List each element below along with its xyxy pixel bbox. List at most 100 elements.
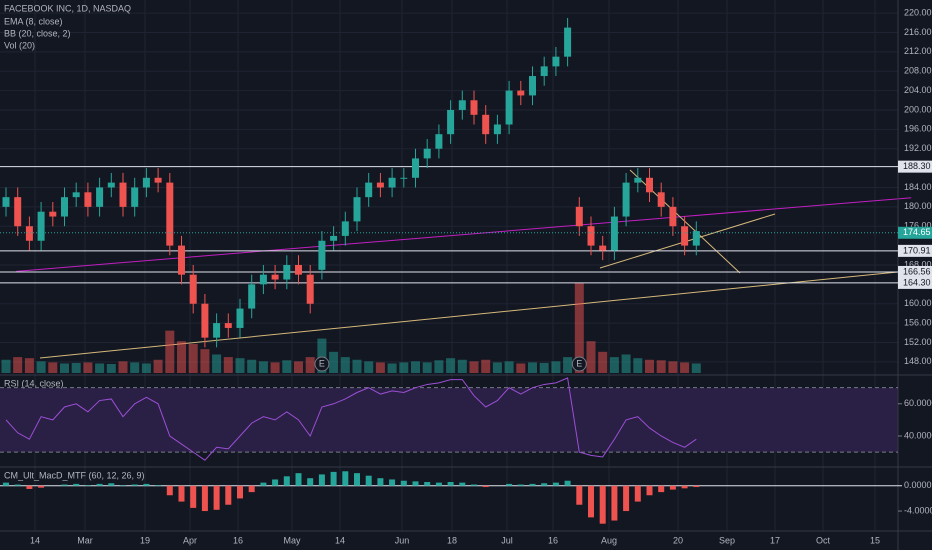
candle-body <box>107 182 115 188</box>
macd-bar <box>14 484 21 486</box>
candle-body <box>669 206 677 227</box>
macd-tick-label: 0.0000 <box>904 480 932 490</box>
macd-bar <box>634 485 641 502</box>
volume-bar <box>422 362 432 373</box>
x-tick-label: 20 <box>673 535 683 545</box>
candle-body <box>25 226 33 241</box>
y-tick-label: 200.00 <box>904 104 932 114</box>
macd-bar <box>389 479 396 486</box>
volume-bar <box>1 359 11 373</box>
macd-bar <box>447 482 454 486</box>
level-label: 164.30 <box>903 277 931 287</box>
volume-bar <box>352 359 362 373</box>
volume-bar <box>504 361 514 373</box>
level-label: 166.56 <box>903 266 931 276</box>
y-tick-label: 152.00 <box>904 337 932 347</box>
y-tick-label: 176.00 <box>904 221 932 231</box>
x-tick-label: 18 <box>447 535 457 545</box>
candle-body <box>248 284 256 309</box>
macd-bar <box>96 483 103 486</box>
candle-body <box>470 100 478 115</box>
candle-body <box>306 274 314 304</box>
candle-body <box>353 197 361 222</box>
candle-body <box>49 211 57 217</box>
level-tag <box>898 276 932 289</box>
x-tick-label: May <box>283 535 301 545</box>
volume-bar <box>329 351 339 373</box>
volume-bar <box>83 362 93 373</box>
volume-bar <box>212 354 222 373</box>
level-label: 170.91 <box>903 245 931 255</box>
candle-body <box>646 177 653 193</box>
volume-bar <box>656 360 666 373</box>
indicator-label: EMA (8, close) <box>4 16 63 26</box>
y-tick-label: 204.00 <box>904 85 932 95</box>
candle-body <box>388 177 396 188</box>
macd-bar <box>342 471 349 486</box>
volume-bar <box>364 361 374 373</box>
candle-body <box>84 192 92 207</box>
y-tick-label: 220.00 <box>904 7 932 17</box>
rsi-tick-label: 40.0000 <box>904 430 932 440</box>
macd-bar <box>354 473 360 486</box>
candle-body <box>283 264 291 280</box>
macd-bar <box>38 485 45 488</box>
volume-bar <box>633 358 643 373</box>
rsi-title: RSI (14, close) <box>4 378 64 388</box>
y-tick-label: 148.00 <box>904 356 932 366</box>
macd-bar <box>260 482 267 486</box>
macd-bar <box>400 480 407 486</box>
macd-bar <box>482 485 489 488</box>
macd-bar <box>190 485 197 508</box>
macd-bar <box>517 484 524 486</box>
x-tick-label: 14 <box>335 535 345 545</box>
volume-bar <box>130 362 140 373</box>
macd-bar <box>459 482 466 486</box>
rsi-line <box>5 377 697 461</box>
macd-bar <box>178 485 185 502</box>
macd-bar <box>108 483 115 486</box>
y-tick-label: 180.00 <box>904 201 932 211</box>
volume-bar <box>24 358 34 373</box>
candle-body <box>14 197 22 227</box>
macd-bar <box>330 471 337 486</box>
volume-bar <box>317 338 327 373</box>
candle-body <box>681 226 689 246</box>
macd-bar <box>681 485 688 489</box>
candle-body <box>37 211 45 241</box>
macd-title: CM_Ult_MacD_MTF (60, 12, 26, 9) <box>4 470 145 480</box>
x-tick-label: 16 <box>548 535 558 545</box>
macd-bar <box>552 482 559 486</box>
candle-body <box>236 308 244 328</box>
volume-bar <box>153 359 163 373</box>
volume-bar <box>270 362 280 373</box>
candle-body <box>178 245 185 275</box>
candle-body <box>552 56 560 67</box>
volume-bar <box>71 362 81 373</box>
candle-body <box>318 240 326 270</box>
macd-bar <box>658 485 665 493</box>
volume-bar <box>621 354 631 373</box>
candle-body <box>96 187 104 207</box>
volume-bar <box>481 359 491 373</box>
macd-bar <box>529 483 536 486</box>
volume-bar <box>60 363 69 373</box>
volume-bar <box>48 362 58 373</box>
candle-body <box>166 182 174 246</box>
volume-bar <box>469 361 479 373</box>
trend-line <box>16 197 912 272</box>
volume-bar <box>691 363 701 373</box>
volume-bar <box>551 361 561 373</box>
x-tick-label: 17 <box>770 535 780 545</box>
volume-bar <box>411 361 420 373</box>
volume-bar <box>95 363 105 373</box>
volume-bar <box>434 360 444 373</box>
volume-bar <box>13 357 23 373</box>
macd-bar <box>611 485 618 521</box>
macd-bar <box>646 485 653 496</box>
candle-body <box>341 221 349 236</box>
volume-bar <box>282 360 292 373</box>
candle-body <box>259 274 267 285</box>
macd-bar <box>26 485 33 489</box>
